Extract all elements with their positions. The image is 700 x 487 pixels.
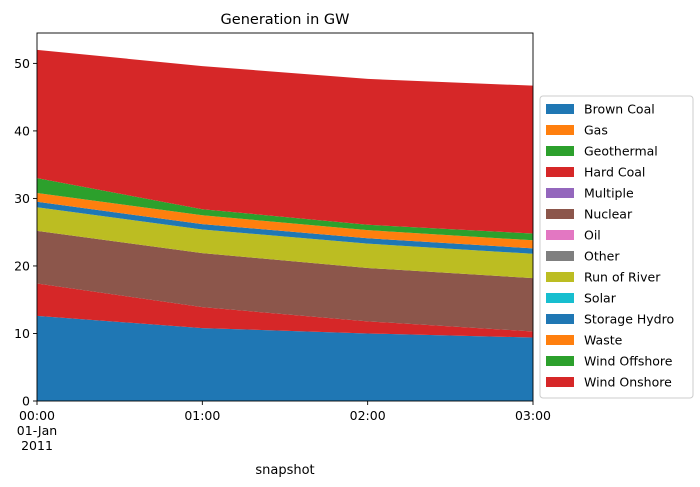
legend-label-wind-onshore: Wind Onshore — [584, 375, 672, 390]
legend-swatch-multiple — [546, 188, 574, 198]
legend: Brown Coal Gas Geothermal Hard Coal Multiple… — [539, 95, 694, 399]
legend-label-waste: Waste — [584, 333, 623, 348]
x-tick-label: 01:00 — [184, 408, 220, 423]
area-waste — [37, 193, 533, 249]
y-tick-label: 10 — [14, 326, 30, 341]
legend-swatch-nuclear — [546, 209, 574, 219]
chart-title: Generation in GW — [221, 12, 350, 28]
legend-label-multiple: Multiple — [584, 186, 634, 201]
y-tick-label: 50 — [14, 56, 30, 71]
y-tick-label: 30 — [14, 191, 30, 206]
plot-frame — [36, 32, 534, 402]
x-tick-label: 03:00 — [515, 408, 551, 423]
legend-swatch-gas — [546, 125, 574, 135]
legend-label-geothermal: Geothermal — [584, 144, 658, 159]
legend-box — [539, 95, 694, 399]
y-tick-label: 20 — [14, 258, 30, 273]
legend-label-gas: Gas — [584, 123, 608, 138]
x-tick-label: 02:00 — [350, 408, 386, 423]
area-hard-coal — [37, 283, 533, 338]
legend-swatch-oil — [546, 230, 574, 240]
area-wind-offshore — [37, 178, 533, 241]
legend-swatch-geothermal — [546, 146, 574, 156]
y-axis: 0 10 20 30 40 50 — [14, 56, 37, 409]
legend-swatch-solar — [546, 293, 574, 303]
x-axis-label: snapshot — [255, 463, 314, 478]
y-tick-label: 40 — [14, 123, 30, 138]
x-tick-label: 00:00 01-Jan 2011 — [17, 408, 57, 453]
legend-swatch-brown-coal — [546, 104, 574, 114]
legend-label-run-of-river: Run of River — [584, 270, 661, 285]
legend-swatch-waste — [546, 335, 574, 345]
legend-swatch-other — [546, 251, 574, 261]
legend-swatch-wind-offshore — [546, 356, 574, 366]
x-axis: 00:00 01-Jan 2011 01:00 02:00 03:00 — [17, 401, 551, 453]
area-nuclear — [37, 230, 533, 332]
legend-swatch-storage-hydro — [546, 314, 574, 324]
legend-label-oil: Oil — [584, 228, 601, 243]
legend-label-solar: Solar — [584, 291, 617, 306]
area-wind-onshore — [37, 49, 533, 234]
legend-swatch-run-of-river — [546, 272, 574, 282]
y-tick-label: 0 — [22, 394, 30, 409]
area-series-group — [37, 49, 533, 401]
legend-label-nuclear: Nuclear — [584, 207, 633, 222]
area-storage-hydro — [37, 201, 533, 254]
area-run-of-river — [37, 207, 533, 279]
legend-label-storage-hydro: Storage Hydro — [584, 312, 674, 327]
area-brown-coal — [37, 315, 533, 401]
legend-label-wind-offshore: Wind Offshore — [584, 354, 673, 369]
legend-swatch-wind-onshore — [546, 377, 574, 387]
legend-label-other: Other — [584, 249, 620, 264]
legend-label-brown-coal: Brown Coal — [584, 102, 655, 117]
legend-label-hard-coal: Hard Coal — [584, 165, 645, 180]
legend-swatch-hard-coal — [546, 167, 574, 177]
